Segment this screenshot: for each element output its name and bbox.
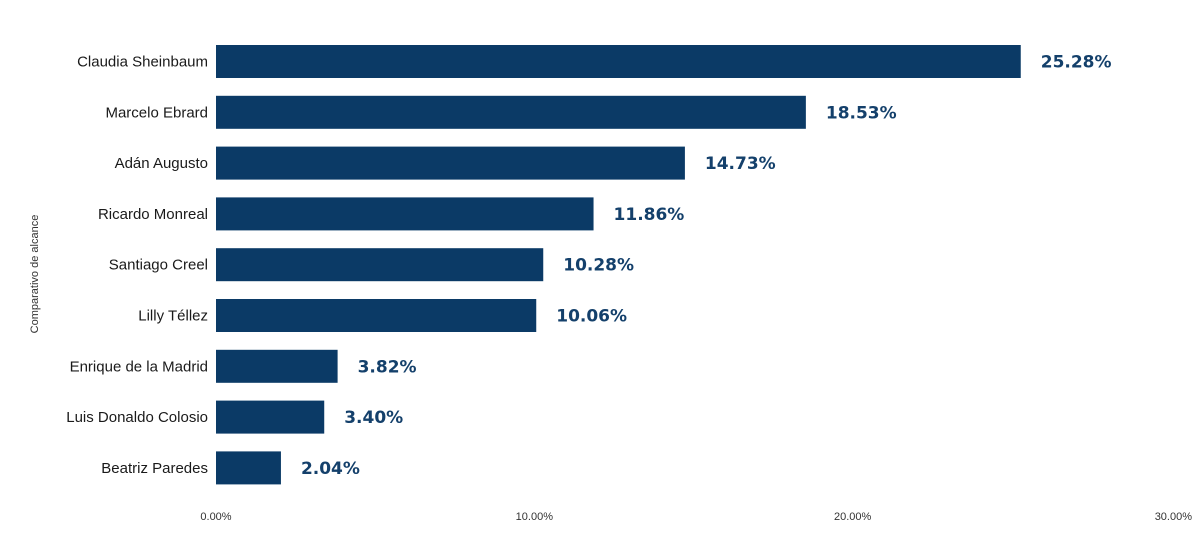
x-tick-label: 20.00% — [834, 511, 872, 523]
category-label: Lilly Téllez — [138, 308, 208, 325]
value-label: 11.86% — [614, 205, 685, 225]
x-tick-label: 10.00% — [516, 511, 554, 523]
bar-3 — [216, 146, 685, 180]
category-labels-group: Claudia Sheinbaum Marcelo Ebrard Adán Augu… — [66, 54, 208, 477]
bar-1 — [216, 45, 1021, 78]
category-label: Luis Donaldo Colosio — [66, 409, 208, 426]
bar-6 — [216, 299, 537, 332]
value-labels-group: 25.28% 18.53% 14.73% 11.86% 10.28% 10.06% 3.82… — [301, 53, 1112, 479]
value-label: 10.06% — [556, 307, 627, 327]
y-axis-label: Comparativo de alcance — [29, 215, 41, 334]
value-label: 3.82% — [358, 357, 417, 377]
x-tick-label: 0.00% — [200, 511, 231, 523]
category-label: Adán Augusto — [115, 155, 208, 172]
value-label: 2.04% — [301, 459, 360, 479]
value-label: 18.53% — [826, 103, 897, 123]
bar-4 — [216, 197, 594, 231]
category-label: Claudia Sheinbaum — [77, 54, 208, 71]
x-axis-ticks-group: 0.00% 10.00% 20.00% 30.00% — [200, 511, 1192, 523]
category-label: Marcelo Ebrard — [105, 104, 208, 121]
value-label: 25.28% — [1041, 53, 1112, 73]
category-label: Ricardo Monreal — [98, 206, 208, 223]
bar-8 — [216, 400, 325, 434]
bar-5 — [216, 248, 544, 282]
value-label: 14.73% — [705, 154, 776, 174]
value-label: 3.40% — [344, 408, 403, 428]
bar-9 — [216, 451, 281, 485]
category-label: Santiago Creel — [109, 257, 208, 274]
category-label: Beatriz Paredes — [101, 460, 208, 477]
category-label: Enrique de la Madrid — [70, 358, 208, 375]
bar-7 — [216, 349, 338, 383]
x-tick-label: 30.00% — [1155, 511, 1193, 523]
bars-group — [216, 45, 1021, 485]
bar-2 — [216, 95, 806, 129]
value-label: 10.28% — [563, 256, 634, 276]
